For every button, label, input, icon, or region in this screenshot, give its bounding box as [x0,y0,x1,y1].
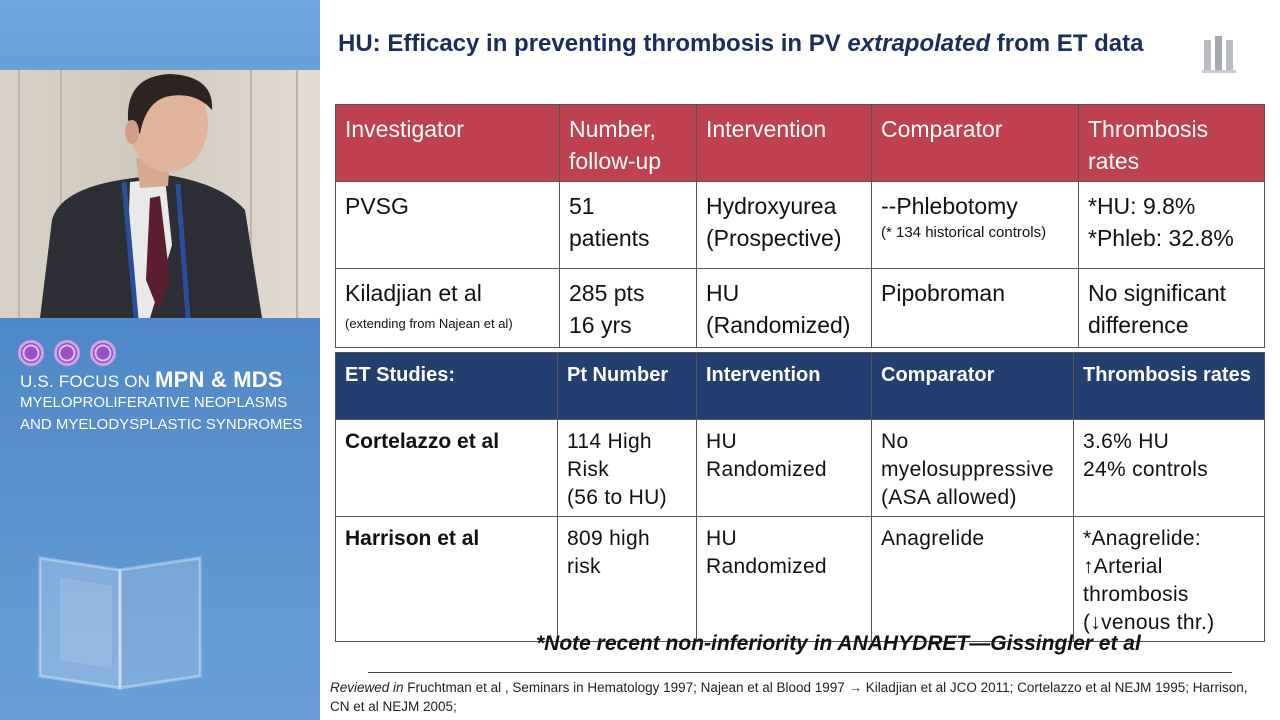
rates-line: 24% controls [1083,458,1208,481]
pv-header-thrombosis: Thrombosis rates [1078,104,1265,182]
slide-title-prefix: HU: Efficacy in preventing thrombosis in… [338,30,848,57]
table-row: Harrison et al 809 high risk HU Randomiz… [335,516,1265,642]
et-cell-intervention: HU Randomized [696,516,872,642]
et-header-comparator: Comparator [871,352,1074,420]
intervention-line: Randomized [706,458,827,481]
pv-cell-thrombosis: No significant difference [1078,268,1265,348]
et-header-thrombosis: Thrombosis rates [1073,352,1265,420]
comparator-text: --Phlebotomy [881,193,1018,219]
et-cell-study: Harrison et al [335,516,558,642]
investigator-note: (extending from Najean et al) [345,316,513,331]
comparator-line: No [881,430,909,453]
intervention-line: (Randomized) [706,312,851,338]
number-line: 809 high [567,527,650,550]
number-line: risk [567,555,601,578]
comparator-line: Anagrelide [881,527,985,550]
speaker-figure [40,74,262,318]
et-cell-thrombosis: *Anagrelide: ↑Arterial thrombosis (↓veno… [1073,516,1265,642]
et-cell-comparator: Anagrelide [871,516,1074,642]
slide-title-italic: extrapolated [847,30,991,57]
rates-line: (↓venous thr.) [1083,611,1215,634]
et-cell-study: Cortelazzo et al [335,419,558,517]
pv-header-comparator: Comparator [871,104,1079,182]
conference-name-prefix: U.S. FOCUS ON [20,372,156,391]
intervention-line: HU [706,527,737,550]
et-header-intervention: Intervention [696,352,872,420]
intervention-line: Hydroxyurea [706,193,837,219]
number-line: patients [569,225,650,251]
slide-title-suffix: from ET data [990,30,1144,57]
conference-name-bold: MPN & MDS [155,367,283,392]
number-line: (56 to HU) [567,486,667,509]
rates-line: ↑Arterial [1083,555,1163,578]
investigator-name: Kiladjian et al [345,280,482,306]
rates-line: 3.6% HU [1083,430,1170,453]
comparator-text: Pipobroman [881,280,1006,306]
rates-line: *HU: 9.8% [1088,193,1196,219]
et-table-header-row: ET Studies: Pt Number Intervention Compa… [335,352,1265,420]
table-row: PVSG 51 patients Hydroxyurea (Prospective)… [335,181,1265,269]
rates-line: thrombosis [1083,583,1189,606]
pv-cell-intervention: Hydroxyurea (Prospective) [696,181,872,269]
divider [368,672,1232,673]
number-line: 114 High [567,430,652,453]
references-text: Fruchtman et al , Seminars in Hematology… [330,680,1248,714]
rates-line: *Anagrelide: [1083,527,1202,550]
rates-line: No significant [1088,280,1227,306]
pv-cell-number: 285 pts 16 yrs [559,268,697,348]
slide-title: HU: Efficacy in preventing thrombosis in… [338,30,1144,58]
columns-logo-icon [1202,36,1236,73]
slide: HU: Efficacy in preventing thrombosis in… [320,0,1280,720]
table-row: Kiladjian et al (extending from Najean et… [335,268,1265,348]
references: Reviewed in Fruchtman et al , Seminars i… [330,678,1270,716]
conference-name: U.S. FOCUS ON MPN & MDS [20,367,283,393]
et-cell-comparator: No myelosuppressive (ASA allowed) [871,419,1074,517]
footnote: *Note recent non-inferiority in ANAHYDRE… [536,632,1141,655]
pv-studies-table: Investigator Number, follow-up Intervent… [335,104,1265,348]
pv-cell-investigator: PVSG [335,181,560,269]
pv-cell-thrombosis: *HU: 9.8% *Phleb: 32.8% [1078,181,1265,269]
rates-line: *Phleb: 32.8% [1088,225,1234,251]
comparator-note: (* 134 historical controls) [881,224,1047,241]
pv-header-investigator: Investigator [335,104,560,182]
number-line: 285 pts [569,280,645,306]
pv-header-intervention: Intervention [696,104,872,182]
conference-subtitle-line2: AND MYELODYSPLASTIC SYNDROMES [20,416,303,433]
comparator-line: myelosuppressive [881,458,1054,481]
number-line: Risk [567,458,610,481]
intervention-line: HU [706,280,740,306]
pv-cell-investigator: Kiladjian et al (extending from Najean et… [335,268,560,348]
speaker-video [0,70,320,318]
intervention-line: Randomized [706,555,827,578]
pv-cell-number: 51 patients [559,181,697,269]
table-row: Cortelazzo et al 114 High Risk (56 to HU… [335,419,1265,517]
number-line: 51 [569,193,595,219]
pv-cell-intervention: HU (Randomized) [696,268,872,348]
et-cell-number: 114 High Risk (56 to HU) [557,419,697,517]
sidebar-panel: U.S. FOCUS ON MPN & MDS MYELOPROLIFERATI… [0,0,320,720]
number-line: 16 yrs [569,312,632,338]
references-lead: Reviewed in [330,680,404,695]
open-book-graphic-icon [38,556,202,690]
pv-table-header-row: Investigator Number, follow-up Intervent… [335,104,1265,182]
comparator-line: (ASA allowed) [881,486,1017,509]
et-cell-number: 809 high risk [557,516,697,642]
pv-cell-comparator: --Phlebotomy (* 134 historical controls) [871,181,1079,269]
et-cell-thrombosis: 3.6% HU 24% controls [1073,419,1265,517]
triple-ring-logo-icon [18,340,128,368]
et-cell-intervention: HU Randomized [696,419,872,517]
et-header-number: Pt Number [557,352,697,420]
intervention-line: HU [706,430,737,453]
conference-subtitle-line1: MYELOPROLIFERATIVE NEOPLASMS [20,394,288,411]
intervention-line: (Prospective) [706,225,842,251]
et-header-studies: ET Studies: [335,352,558,420]
investigator-name: PVSG [345,193,409,219]
pv-cell-comparator: Pipobroman [871,268,1079,348]
et-studies-table: ET Studies: Pt Number Intervention Compa… [335,352,1265,642]
rates-line: difference [1088,312,1189,338]
pv-header-number: Number, follow-up [559,104,697,182]
